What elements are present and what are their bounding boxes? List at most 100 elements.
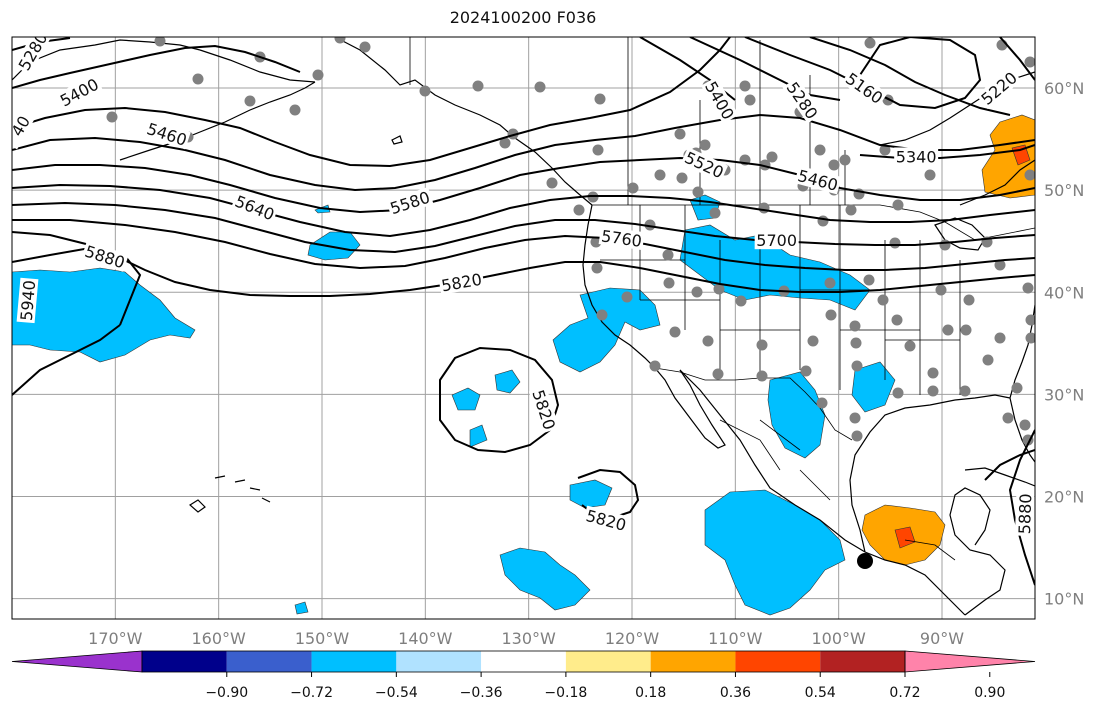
contour-label: 5940: [17, 279, 39, 321]
station-dot: [621, 291, 633, 303]
station-dot: [592, 144, 604, 156]
colorbar-extend-max: [904, 650, 1036, 673]
contour-5340: [859, 144, 1035, 159]
contour-label-bg: [701, 76, 739, 124]
contour-label-bg: [754, 231, 799, 250]
border-mexico-states: [719, 419, 831, 501]
anomaly-area-pacific-4: [569, 479, 613, 509]
station-dot: [758, 202, 770, 214]
colorbar-tick-label: 0.54: [805, 685, 836, 701]
station-dot: [851, 430, 863, 442]
alaska-island: [391, 135, 403, 145]
station-dot: [756, 370, 768, 382]
contour-label-bg: [438, 269, 485, 295]
colorbar-tick-label: 0.18: [635, 685, 666, 701]
station-dot: [499, 137, 511, 149]
station-dot: [662, 249, 674, 261]
contour-5820-main: [12, 231, 1035, 297]
contour-5460-west: [12, 37, 731, 168]
station-dot: [824, 277, 836, 289]
colorbar-swatch: [735, 651, 821, 672]
lon-tick-label: 140°W: [398, 629, 453, 648]
anomaly-area-subtropics-1: [499, 547, 591, 611]
station-dot: [419, 85, 431, 97]
station-dot: [534, 81, 546, 93]
contour-closed-low: [858, 37, 982, 110]
station-dot: [691, 286, 703, 298]
anomaly-area-intermountain: [679, 224, 871, 311]
colorbar-tick-label: −0.18: [544, 685, 587, 701]
station-dot: [1024, 169, 1035, 181]
station-dot: [739, 80, 751, 92]
colorbar-swatch: [650, 651, 736, 672]
colorbar-tick-label: 0.90: [974, 685, 1005, 701]
colorbar-tick-label: −0.90: [205, 685, 248, 701]
station-dot: [192, 73, 204, 85]
station-dot: [591, 262, 603, 274]
station-dot: [644, 219, 656, 231]
anomaly-area-subtropics-2: [294, 601, 309, 615]
lon-tick-label: 100°W: [811, 629, 866, 648]
lon-tick-label: 150°W: [295, 629, 350, 648]
station-dot: [676, 172, 688, 184]
station-dot: [1002, 412, 1014, 424]
hawaii-island: [188, 499, 206, 513]
station-dot: [863, 274, 875, 286]
contour-label-bg: [794, 165, 842, 195]
colorbar-tick-label: 0.36: [720, 685, 751, 701]
lat-tick-label: 40°N: [1044, 283, 1084, 302]
lon-tick-label: 130°W: [501, 629, 556, 648]
contour-label-bg: [782, 77, 823, 124]
colorbar-swatch: [481, 651, 566, 672]
colorbar-swatch: [565, 651, 651, 672]
station-dot: [807, 335, 819, 347]
station-dot: [594, 93, 606, 105]
contour-label: 5340: [896, 147, 937, 166]
station-dot: [669, 326, 681, 338]
station-dot: [596, 309, 608, 321]
contour-label: 5880: [1015, 493, 1035, 534]
lat-tick-label: 50°N: [1044, 181, 1084, 200]
contour-east-1: [999, 37, 1035, 81]
station-dot: [766, 151, 778, 163]
station-dot: [744, 94, 756, 106]
coastline-cuba: [964, 467, 1035, 487]
station-dot: [845, 204, 857, 216]
contour-5640: [12, 183, 1035, 238]
station-dot: [927, 367, 939, 379]
colorbar-swatch: [142, 651, 227, 672]
station-dot: [709, 207, 721, 219]
border-us-mexico: [654, 367, 853, 441]
contour-label-bg: [976, 67, 1022, 110]
station-dot: [1025, 314, 1035, 326]
station-dot: [935, 284, 947, 296]
observation-stations: [106, 37, 1035, 446]
contour-label-bg: [1014, 491, 1035, 537]
anomaly-area-mexico-pacific: [704, 489, 846, 616]
station-dot: [800, 365, 812, 377]
contour-label-bg: [528, 385, 560, 434]
station-dot: [590, 236, 602, 248]
location-marker: [857, 553, 873, 569]
station-dot: [106, 111, 118, 123]
hawaii-chain: [214, 475, 271, 503]
station-dot: [674, 128, 686, 140]
station-dot: [692, 186, 704, 198]
border-us-states: [600, 205, 961, 395]
station-dot: [1011, 382, 1023, 394]
anomaly-area-pacific-2: [494, 369, 521, 394]
colorbar-swatch: [226, 651, 312, 672]
lat-tick-label: 10°N: [1044, 590, 1084, 609]
station-dot: [924, 169, 936, 181]
lon-tick-label: 110°W: [708, 629, 763, 648]
station-dot: [1024, 56, 1035, 68]
station-dot: [663, 277, 675, 289]
station-dot: [699, 139, 711, 151]
station-dot: [289, 104, 301, 116]
lon-tick-label: 90°W: [920, 629, 964, 648]
coastline-gulf-west: [849, 394, 1011, 553]
station-dot: [994, 332, 1006, 344]
contour-5520: [12, 113, 1035, 192]
station-dot: [649, 360, 661, 372]
station-dot: [654, 169, 666, 181]
